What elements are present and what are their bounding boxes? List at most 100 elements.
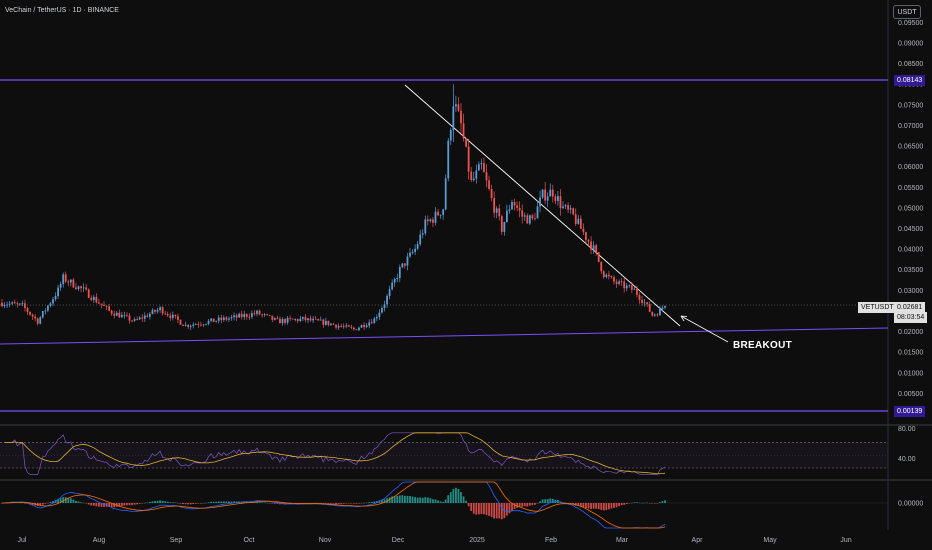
candle xyxy=(526,213,529,224)
candle xyxy=(95,293,98,304)
candle xyxy=(534,212,536,221)
macd-histogram-bar xyxy=(518,503,521,507)
candle xyxy=(600,261,603,274)
macd-histogram-bar xyxy=(120,503,123,507)
candle xyxy=(414,244,416,256)
macd-histogram-bar xyxy=(233,501,235,503)
macd-histogram-bar xyxy=(577,503,580,506)
candle xyxy=(314,315,317,320)
macd-histogram-bar xyxy=(220,501,223,503)
candle xyxy=(602,270,605,279)
time-tick-label: Dec xyxy=(392,537,405,544)
candle xyxy=(615,279,618,288)
candle xyxy=(98,298,100,305)
macd-histogram-bar xyxy=(228,501,230,503)
resistance-level-tag: 0.08143 xyxy=(894,75,926,86)
candle xyxy=(177,313,179,323)
candle xyxy=(182,324,184,326)
candle xyxy=(41,310,44,319)
macd-histogram-bar xyxy=(159,500,161,503)
candle xyxy=(419,229,422,247)
macd-pane[interactable] xyxy=(0,481,888,529)
candle xyxy=(500,214,503,235)
candle xyxy=(477,161,480,171)
macd-histogram-bar xyxy=(161,500,164,503)
macd-histogram-bar xyxy=(391,496,394,503)
candle xyxy=(138,316,141,321)
candle xyxy=(330,323,332,327)
rsi-line xyxy=(4,432,666,475)
candle xyxy=(340,323,343,328)
macd-histogram-bar xyxy=(69,498,72,503)
candle xyxy=(271,315,274,323)
candle xyxy=(564,204,567,209)
price-axis[interactable]: 0.095000.090000.085000.080000.075000.070… xyxy=(898,20,923,508)
macd-histogram-bar xyxy=(110,503,113,508)
macd-histogram-bar xyxy=(401,495,404,503)
candle xyxy=(18,303,21,306)
candle xyxy=(289,315,292,322)
macd-histogram-bar xyxy=(452,488,455,503)
macd-histogram-bar xyxy=(411,496,414,503)
candle xyxy=(355,329,358,331)
macd-histogram-bar xyxy=(29,503,31,505)
candle xyxy=(424,215,427,236)
macd-histogram-bar xyxy=(115,503,118,507)
resistance-trendline xyxy=(404,84,681,327)
macd-histogram-bar xyxy=(317,503,320,504)
candle xyxy=(579,215,582,229)
macd-histogram-bar xyxy=(82,502,85,504)
candle xyxy=(467,139,470,180)
candle xyxy=(360,324,363,328)
time-axis[interactable]: Jul Aug Sep Oct Nov Dec 2025 Feb Mar Apr May Jun xyxy=(18,537,852,544)
candle xyxy=(34,314,37,322)
macd-histogram-bar xyxy=(661,501,664,503)
macd-histogram-bar xyxy=(641,502,643,504)
candle xyxy=(281,317,284,326)
candle xyxy=(404,263,406,269)
macd-histogram-bar xyxy=(426,497,429,503)
candle xyxy=(391,279,394,291)
time-tick-label: Apr xyxy=(692,537,704,544)
macd-histogram-bar xyxy=(87,503,90,505)
macd-histogram-bar xyxy=(638,502,641,504)
macd-histogram-bar xyxy=(156,500,159,503)
currency-button[interactable]: USDT xyxy=(893,5,921,19)
candle xyxy=(327,320,330,327)
candle xyxy=(286,316,289,325)
macd-histogram-bar xyxy=(215,501,218,503)
candle xyxy=(421,229,424,239)
candle xyxy=(8,300,11,308)
macd-histogram-bar xyxy=(194,503,197,504)
candle xyxy=(559,189,562,216)
candle xyxy=(26,306,29,315)
candle xyxy=(623,277,626,293)
macd-histogram-bar xyxy=(230,501,233,503)
candle xyxy=(434,207,437,226)
macd-histogram-bar xyxy=(541,499,544,503)
macd-histogram-bar xyxy=(225,501,228,503)
macd-histogram-bar xyxy=(207,502,210,503)
macd-histogram-bar xyxy=(113,503,116,508)
macd-histogram-bar xyxy=(416,497,419,503)
candle xyxy=(411,249,414,255)
rsi-pane[interactable] xyxy=(0,432,888,475)
candle xyxy=(460,103,462,133)
support-trendline xyxy=(0,327,889,345)
macd-histogram-bar xyxy=(192,503,195,505)
macd-histogram-bar xyxy=(75,500,77,503)
price-pane[interactable] xyxy=(0,0,932,530)
macd-histogram-bar xyxy=(585,503,587,509)
candle xyxy=(159,305,161,313)
macd-histogram-bar xyxy=(373,501,376,503)
candle xyxy=(309,315,312,322)
signal-line xyxy=(2,481,666,529)
macd-histogram-bar xyxy=(59,498,62,503)
candle xyxy=(230,314,233,321)
candle xyxy=(1,299,3,308)
macd-histogram-bar xyxy=(77,501,80,503)
breakout-annotation: BREAKOUT xyxy=(733,340,793,351)
macd-histogram-bar xyxy=(171,502,174,503)
candle xyxy=(659,306,661,316)
